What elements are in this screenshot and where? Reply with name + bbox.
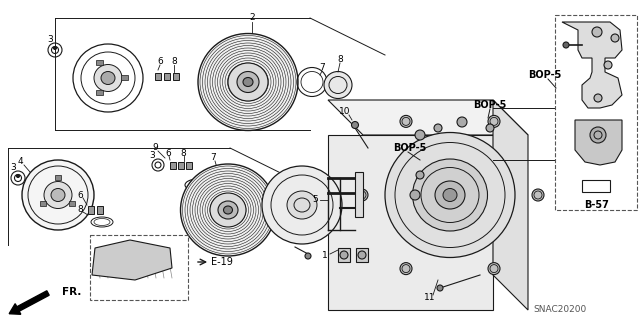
Bar xyxy=(178,162,184,169)
FancyArrow shape xyxy=(9,291,49,314)
Text: 1: 1 xyxy=(322,250,328,259)
Circle shape xyxy=(351,122,358,129)
Ellipse shape xyxy=(287,191,317,219)
Circle shape xyxy=(604,61,612,69)
Ellipse shape xyxy=(243,78,253,86)
Bar xyxy=(88,206,94,214)
Ellipse shape xyxy=(210,193,246,227)
Ellipse shape xyxy=(22,160,94,230)
Circle shape xyxy=(457,117,467,127)
Text: E-19: E-19 xyxy=(211,257,233,267)
Circle shape xyxy=(437,285,443,291)
Text: 8: 8 xyxy=(337,56,343,64)
Bar xyxy=(121,75,128,80)
Ellipse shape xyxy=(101,71,115,85)
Circle shape xyxy=(356,189,368,201)
Ellipse shape xyxy=(94,64,122,92)
Text: 3: 3 xyxy=(149,151,155,160)
Polygon shape xyxy=(493,100,528,310)
Text: 3: 3 xyxy=(10,162,16,172)
Circle shape xyxy=(592,27,602,37)
Text: 7: 7 xyxy=(319,63,325,72)
Ellipse shape xyxy=(443,189,457,202)
Text: 6: 6 xyxy=(165,149,171,158)
Bar xyxy=(186,162,192,169)
Text: SNAC20200: SNAC20200 xyxy=(533,306,587,315)
Ellipse shape xyxy=(198,33,298,130)
Bar xyxy=(555,15,637,210)
Ellipse shape xyxy=(228,63,268,101)
Circle shape xyxy=(305,253,311,259)
Ellipse shape xyxy=(385,132,515,257)
Text: 6: 6 xyxy=(77,191,83,201)
Circle shape xyxy=(410,190,420,200)
Bar xyxy=(40,201,46,205)
Text: BOP-5: BOP-5 xyxy=(394,143,427,153)
Bar xyxy=(355,172,363,217)
Bar xyxy=(328,135,493,310)
Text: 8: 8 xyxy=(180,149,186,158)
Circle shape xyxy=(488,115,500,127)
Circle shape xyxy=(54,47,56,49)
Bar xyxy=(54,175,61,180)
Ellipse shape xyxy=(262,166,342,244)
Text: BOP-5: BOP-5 xyxy=(474,100,507,110)
Text: BOP-5: BOP-5 xyxy=(528,70,562,80)
Circle shape xyxy=(340,251,348,259)
Text: 7: 7 xyxy=(210,153,216,162)
Circle shape xyxy=(486,124,494,132)
Bar xyxy=(90,235,188,300)
Circle shape xyxy=(358,251,366,259)
Ellipse shape xyxy=(324,71,352,99)
Ellipse shape xyxy=(180,164,275,256)
Text: 8: 8 xyxy=(171,57,177,66)
Circle shape xyxy=(488,263,500,275)
Circle shape xyxy=(532,189,544,201)
Circle shape xyxy=(434,124,442,132)
Circle shape xyxy=(400,263,412,275)
Text: 9: 9 xyxy=(152,144,158,152)
Text: 10: 10 xyxy=(339,108,351,116)
Circle shape xyxy=(416,171,424,179)
Circle shape xyxy=(415,130,425,140)
Ellipse shape xyxy=(237,71,259,93)
Text: 8: 8 xyxy=(77,205,83,214)
Text: 3: 3 xyxy=(47,35,53,44)
Text: 4: 4 xyxy=(17,158,23,167)
Polygon shape xyxy=(575,120,622,165)
Bar xyxy=(170,162,176,169)
Bar xyxy=(95,90,102,95)
Bar xyxy=(155,73,161,80)
Ellipse shape xyxy=(51,189,65,202)
Bar xyxy=(164,73,170,80)
Circle shape xyxy=(611,34,619,42)
Bar xyxy=(95,60,102,65)
Ellipse shape xyxy=(44,182,72,209)
Ellipse shape xyxy=(218,201,238,219)
Ellipse shape xyxy=(435,181,465,209)
Circle shape xyxy=(590,127,606,143)
Text: 6: 6 xyxy=(157,57,163,66)
Text: 2: 2 xyxy=(249,13,255,23)
Polygon shape xyxy=(328,100,528,135)
Text: B-57: B-57 xyxy=(584,200,609,210)
Bar xyxy=(338,248,350,262)
Ellipse shape xyxy=(413,159,488,231)
Text: FR.: FR. xyxy=(62,287,82,297)
Text: 5: 5 xyxy=(312,196,318,204)
Circle shape xyxy=(563,42,569,48)
Bar xyxy=(69,201,76,205)
Bar xyxy=(173,73,179,80)
Polygon shape xyxy=(562,22,622,108)
Circle shape xyxy=(400,115,412,127)
Bar xyxy=(582,180,610,192)
Text: 11: 11 xyxy=(424,293,436,302)
Circle shape xyxy=(594,94,602,102)
Ellipse shape xyxy=(223,206,232,214)
Circle shape xyxy=(17,174,19,177)
Bar xyxy=(97,206,103,214)
Bar xyxy=(356,248,368,262)
Polygon shape xyxy=(92,240,172,280)
